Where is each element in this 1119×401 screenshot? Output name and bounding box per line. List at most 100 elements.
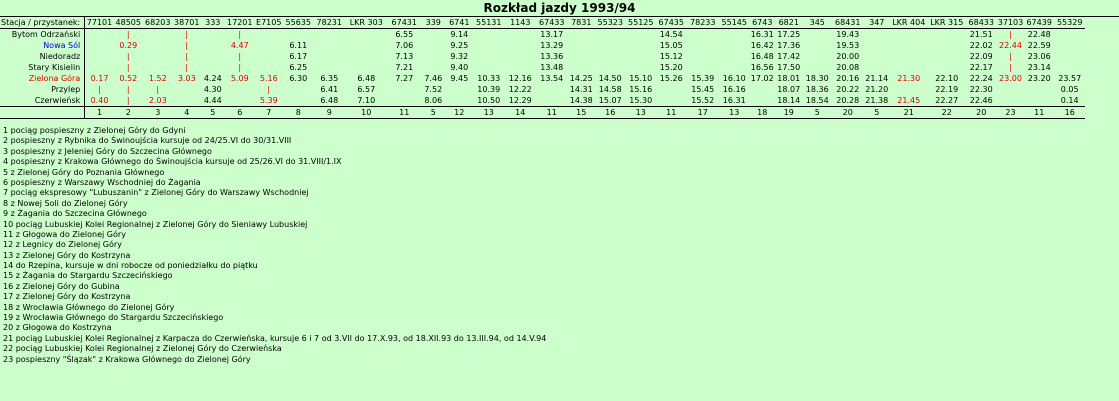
departure-time [719,29,750,41]
train-number: 55145 [718,17,750,29]
departure-time: 14.54 [659,30,683,39]
departure-time: 19.43 [836,30,860,39]
departure-time: 18.54 [805,96,829,105]
departure-time [595,29,626,41]
footnote-item: 3 pospieszny z Jeleniej Góry do Szczecin… [3,146,212,156]
departure-time [255,40,283,51]
footnote-reference: 1 [84,106,114,119]
departure-time [283,95,314,107]
footnote-reference: 5 [863,106,890,119]
departure-time: 6.35 [320,74,339,83]
station-name: Stary Kisielin [0,62,86,73]
departure-time: 15.45 [691,85,715,94]
departure-time: 10.39 [477,85,501,94]
departure-time: 6.30 [289,74,308,83]
footnote-item: 8 z Nowej Soli do Zielonej Góry [3,198,128,208]
departure-time: 21.14 [865,74,889,83]
departure-time: 17.42 [777,52,801,61]
departure-time: 22.17 [969,63,993,72]
departure-time: 12.16 [508,74,532,83]
footnote-item: 1 pociąg pospieszny z Zielonej Góry do G… [3,126,186,135]
departure-time [864,51,890,62]
departure-time [314,62,345,73]
departure-time: 5.16 [259,74,278,83]
departure-time: 6.48 [357,74,376,83]
departure-time: 14.38 [569,96,593,105]
station-name: Przylep [0,84,86,95]
departure-time: 9.45 [450,74,469,83]
departure-time: 0.40 [90,96,109,105]
departure-time: 22.48 [1027,30,1051,39]
departure-time: 22.59 [1027,41,1051,50]
train-number: 67431 [387,17,421,29]
departure-time: 8.06 [424,96,443,105]
departure-time: 22.30 [969,85,993,94]
footnote-reference: 11 [655,106,687,119]
departure-time [864,62,890,73]
train-number: 38701 [172,17,201,29]
train-number: 55635 [282,17,314,29]
departure-time: 0.52 [119,74,138,83]
departure-time: | [1009,52,1012,61]
page-title: Rozkład jazdy 1993/94 [0,0,1119,17]
departure-time [719,62,750,73]
departure-time: 22.10 [935,74,959,83]
station-name: Zielona Góra [0,73,86,84]
departure-time [201,62,225,73]
footnote-reference: 5 [420,106,446,119]
departure-time [446,84,473,95]
departure-time [626,62,656,73]
footnote-item: 4 pospieszny z Krakowa Głównego do Świno… [3,157,342,167]
departure-time [1054,40,1085,51]
footnote-reference: 11 [535,106,568,119]
departure-time [719,40,750,51]
departure-time: 7.27 [395,74,414,83]
departure-time: | [238,30,242,39]
departure-time [85,29,114,41]
departure-time [173,95,201,107]
departure-time: 16.48 [750,52,774,61]
departure-time: | [267,85,271,94]
departure-time [1054,62,1085,73]
footnote-item: 16 z Zielonej Góry do Gubina [3,281,120,291]
footnote-item: 22 pociąg Lubuskiej Kolei Regionalnej z … [3,344,282,354]
departure-time [1024,84,1054,95]
departure-time [345,29,388,41]
train-number: 55323 [594,17,626,29]
footnote-item: 17 z Zielonej Góry do Kostrzyna [3,292,131,302]
departure-time [345,40,388,51]
departure-time: 15.16 [629,85,653,94]
departure-time: 7.52 [424,85,443,94]
station-name: Czerwieńsk [0,95,86,107]
departure-time [143,62,173,73]
departure-time [85,40,114,51]
departure-time: 0.14 [1060,96,1079,105]
departure-time: 16.31 [722,96,746,105]
departure-time: 16.31 [750,30,774,39]
train-number: LKR 404 [889,17,928,29]
footnote-reference-blank [0,106,86,119]
station-row: Stary Kisielin | | | 6.25 7.21 9.40 13.48 15.20 1… [0,62,1085,73]
departure-time [1024,95,1054,107]
departure-time: | [126,85,130,94]
footnote-reference-row: 1 2 3 4 5 6 7 8 9 10 11 5 12 13 14 11 15 16 13 11 17 13 18 19 5 2… [0,106,1086,119]
station-name: Bytom Odrzański [0,28,86,40]
departure-time: 7.13 [395,52,414,61]
departure-time [421,40,446,51]
departure-time [283,84,314,95]
departure-time: 15.30 [629,96,653,105]
departure-time [595,62,626,73]
station-row: Zielona Góra 0.17 0.52 1.52 3.03 4.24 5.09 5.16… [0,73,1085,84]
departure-time: 7.21 [395,63,414,72]
footnote-item: 7 pociąg ekspresowy "Lubuszanin" z Zielo… [3,188,309,198]
footnote-reference: 21 [889,106,928,119]
departure-time: 18.30 [805,74,829,83]
departure-time: 14.58 [598,85,622,94]
footnote-reference: 18 [749,106,775,119]
departure-time [1054,51,1085,62]
departure-time: 7.10 [357,96,376,105]
departure-time [928,40,966,51]
departure-time [595,40,626,51]
departure-time: 10.33 [477,74,501,83]
departure-time: | [238,63,242,72]
